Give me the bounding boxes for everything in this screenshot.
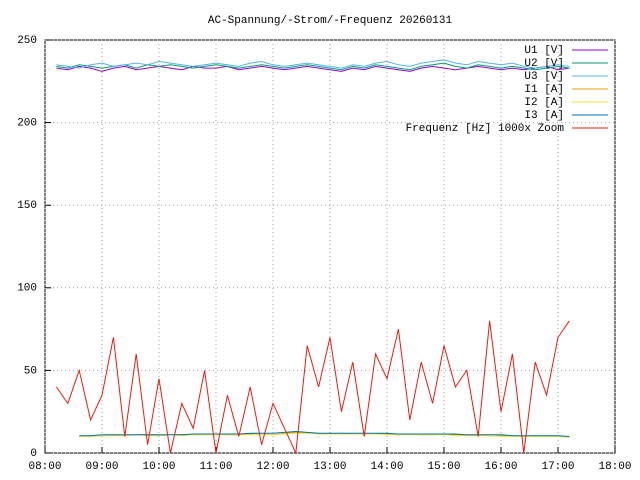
y-tick-label: 150 xyxy=(17,200,37,212)
legend-label: I3 [A] xyxy=(524,110,564,122)
series-line xyxy=(79,430,570,437)
x-tick-label: 18:00 xyxy=(598,461,631,473)
legend-label: I1 [A] xyxy=(524,84,564,96)
x-tick-label: 10:00 xyxy=(142,461,175,473)
y-tick-label: 250 xyxy=(17,35,37,47)
series-line xyxy=(56,65,570,72)
series-line xyxy=(79,432,570,438)
x-tick-label: 12:00 xyxy=(256,461,289,473)
x-tick-label: 15:00 xyxy=(427,461,460,473)
y-tick-label: 100 xyxy=(17,283,37,295)
legend-label: I2 [A] xyxy=(524,97,564,109)
y-tick-label: 200 xyxy=(17,118,37,130)
x-tick-label: 11:00 xyxy=(199,461,232,473)
x-tick-label: 09:00 xyxy=(85,461,118,473)
series-line xyxy=(55,320,570,455)
y-tick-label: 0 xyxy=(30,448,37,460)
series-line xyxy=(56,59,570,69)
series-line xyxy=(56,62,570,71)
x-tick-label: 13:00 xyxy=(313,461,346,473)
y-tick-label: 50 xyxy=(24,365,37,377)
legend-label: U1 [V] xyxy=(524,45,564,57)
x-tick-label: 16:00 xyxy=(484,461,517,473)
x-tick-label: 08:00 xyxy=(28,461,61,473)
x-tick-label: 14:00 xyxy=(370,461,403,473)
chart-title: AC-Spannung/-Strom/-Frequenz 20260131 xyxy=(208,15,453,27)
legend-label: U2 [V] xyxy=(524,58,564,70)
legend-label: Frequenz [Hz] 1000x Zoom xyxy=(406,123,565,135)
legend-label: U3 [V] xyxy=(524,71,564,83)
x-tick-label: 17:00 xyxy=(541,461,574,473)
